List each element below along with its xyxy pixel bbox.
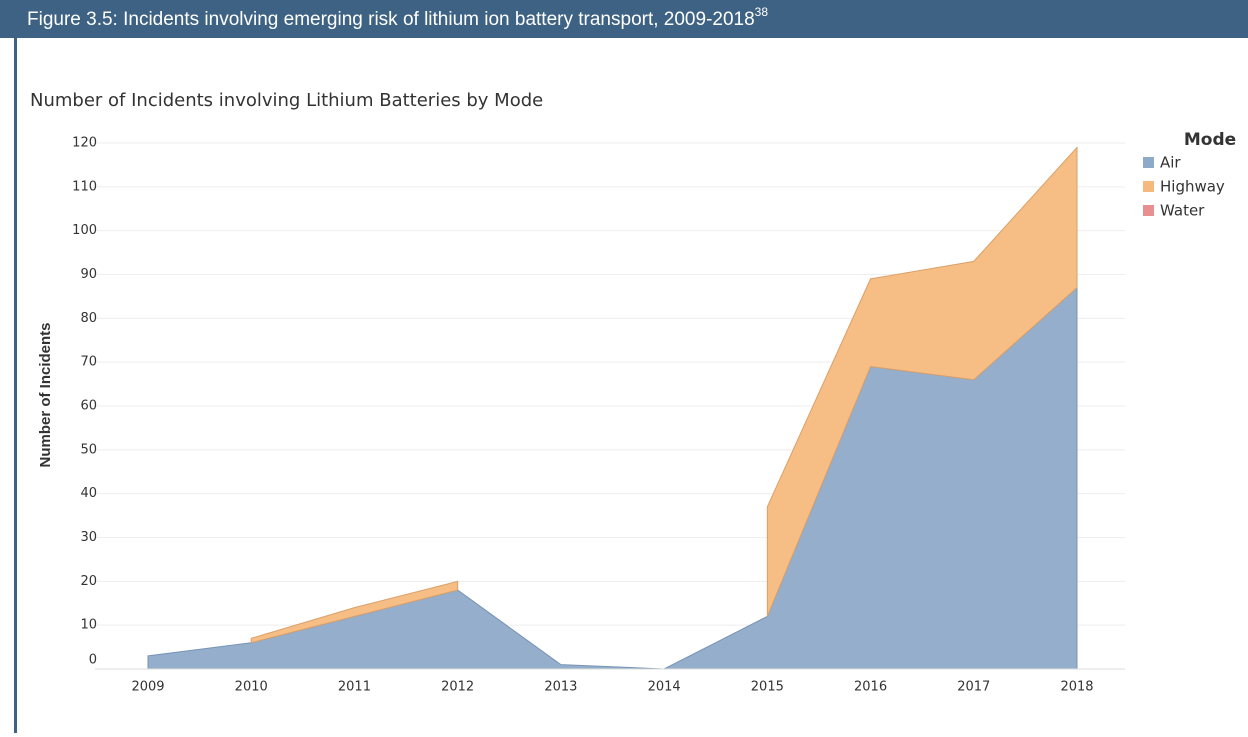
y-tick-label: 20 <box>80 574 97 589</box>
legend-label: Air <box>1160 154 1181 172</box>
y-tick-label: 120 <box>72 136 97 151</box>
x-tick-label: 2015 <box>751 680 784 695</box>
caption-text: Figure 3.5: Incidents involving emerging… <box>27 9 755 30</box>
y-tick-label: 40 <box>80 486 97 501</box>
area-1 <box>250 146 1078 644</box>
figure-caption: Figure 3.5: Incidents involving emerging… <box>27 5 768 30</box>
x-tick-label: 2013 <box>544 680 577 695</box>
y-tick-label: 10 <box>80 618 97 633</box>
x-tick-label: 2016 <box>854 680 887 695</box>
x-tick-label: 2011 <box>338 680 371 695</box>
y-tick-label: 70 <box>80 355 97 370</box>
legend-label: Water <box>1160 202 1205 220</box>
legend-swatch <box>1143 181 1154 192</box>
y-tick-label: 110 <box>72 179 97 194</box>
chart-title: Number of Incidents involving Lithium Ba… <box>30 90 543 111</box>
y-tick-label: 80 <box>80 311 97 326</box>
y-tick-label: 60 <box>80 399 97 414</box>
legend-title: Mode <box>1184 130 1236 150</box>
y-axis-label: Number of Incidents <box>37 322 54 467</box>
x-tick-label: 2012 <box>441 680 474 695</box>
x-tick-label: 2009 <box>131 680 164 695</box>
y-tick-label: 50 <box>80 442 97 457</box>
x-tick-label: 2017 <box>957 680 990 695</box>
y-tick-label: 0 <box>89 653 97 668</box>
y-tick-label: 90 <box>80 267 97 282</box>
y-tick-label: 100 <box>72 223 97 238</box>
x-tick-label: 2014 <box>648 680 681 695</box>
legend-label: Highway <box>1160 178 1225 196</box>
caption-superscript: 38 <box>755 5 769 19</box>
left-border <box>14 38 17 733</box>
x-tick-label: 2018 <box>1060 680 1093 695</box>
header-bar <box>0 0 1248 38</box>
y-tick-label: 30 <box>80 530 97 545</box>
legend-swatch <box>1143 205 1154 216</box>
legend-swatch <box>1143 157 1154 168</box>
x-tick-label: 2010 <box>235 680 268 695</box>
